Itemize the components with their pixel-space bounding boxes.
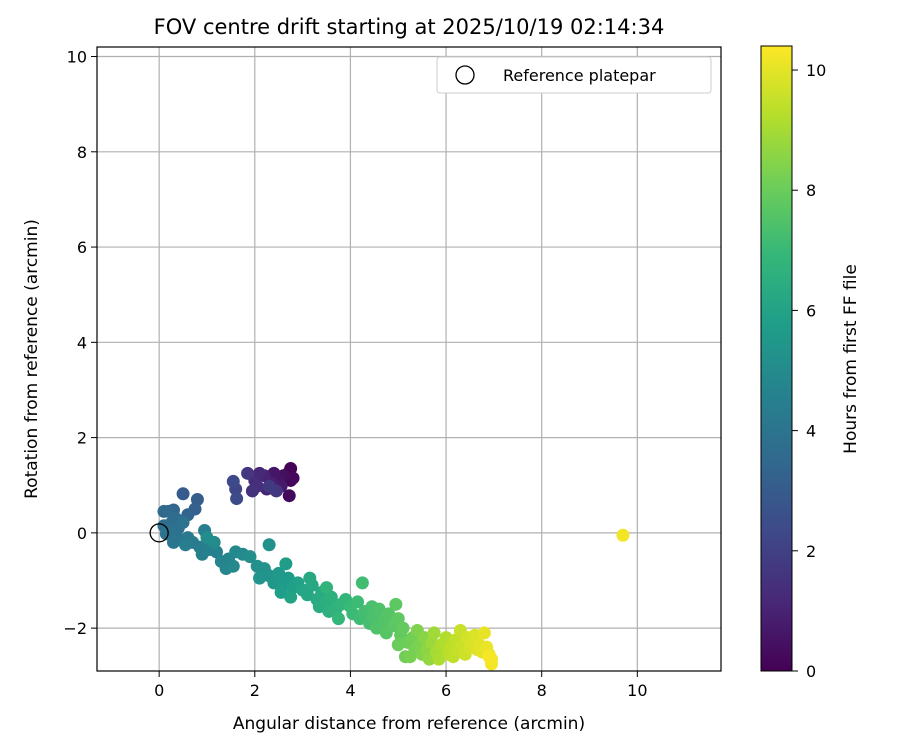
y-tick-label: −2: [63, 619, 87, 638]
colorbar-tick-label: 6: [806, 301, 816, 320]
scatter-point: [167, 535, 181, 549]
scatter-point: [241, 466, 255, 480]
colorbar-tick-label: 4: [806, 422, 816, 441]
scatter-point: [176, 487, 190, 501]
scatter-point: [482, 650, 496, 664]
scatter-point: [355, 576, 369, 590]
colorbar-gradient: [760, 45, 793, 672]
scatter-point: [389, 597, 403, 611]
scatter-point: [226, 474, 240, 488]
x-tick-label: 10: [627, 681, 647, 700]
scatter-point: [159, 527, 173, 541]
scatter-point: [477, 626, 491, 640]
data-points: [149, 462, 630, 671]
scatter-point: [243, 550, 257, 564]
x-tick-label: 4: [345, 681, 355, 700]
scatter-point: [616, 528, 630, 542]
x-axis-label: Angular distance from reference (arcmin): [233, 714, 585, 734]
scatter-point: [396, 621, 410, 635]
y-tick-label: 2: [77, 429, 87, 448]
scatter-point: [279, 557, 293, 571]
scatter-point: [226, 559, 240, 573]
scatter-point: [303, 571, 317, 585]
y-tick-label: 8: [77, 143, 87, 162]
colorbar-ticks: 0 2 4 6 8 10: [792, 61, 826, 681]
plot-frame: [96, 46, 722, 672]
scatter-point: [282, 489, 296, 503]
scatter-point: [331, 612, 345, 626]
scatter-point: [176, 515, 190, 529]
colorbar-tick-label: 8: [806, 181, 816, 200]
legend-box: [436, 56, 712, 94]
y-tick-label: 6: [77, 238, 87, 257]
scatter-point: [178, 538, 192, 552]
colorbar-tick-label: 0: [806, 662, 816, 681]
y-axis-label: Rotation from reference (arcmin): [22, 219, 42, 499]
scatter-point: [403, 650, 417, 664]
scatter-point: [351, 595, 365, 609]
legend-marker-reference: [455, 65, 475, 85]
colorbar: 0 2 4 6 8 10 Hours from first FF file: [760, 45, 861, 681]
x-tick-label: 6: [441, 681, 451, 700]
grid-lines: [97, 47, 721, 671]
y-tick-label: 4: [77, 333, 87, 352]
scatter-point: [262, 538, 276, 552]
scatter-point: [262, 479, 276, 493]
scatter-point: [157, 504, 171, 518]
scatter-point: [320, 581, 334, 595]
chart-title: FOV centre drift starting at 2025/10/19 …: [154, 15, 665, 39]
y-tick-label: 10: [67, 48, 87, 67]
scatter-point: [427, 626, 441, 640]
legend-label-reference: Reference platepar: [503, 66, 656, 85]
axis-ticks: 0 2 4 6 8 10 −2 0 2 4 6 8 10: [63, 48, 647, 700]
scatter-point: [245, 484, 259, 498]
x-tick-label: 0: [154, 681, 164, 700]
y-tick-label: 0: [77, 524, 87, 543]
scatter-point: [200, 531, 214, 545]
reference-platepar-marker: [149, 523, 169, 543]
colorbar-label: Hours from first FF file: [841, 264, 861, 454]
legend: Reference platepar: [436, 56, 712, 94]
x-tick-label: 8: [537, 681, 547, 700]
x-tick-label: 2: [250, 681, 260, 700]
colorbar-tick-label: 2: [806, 542, 816, 561]
scatter-point: [284, 590, 298, 604]
scatter-point: [230, 492, 244, 506]
colorbar-tick-label: 10: [806, 61, 826, 80]
